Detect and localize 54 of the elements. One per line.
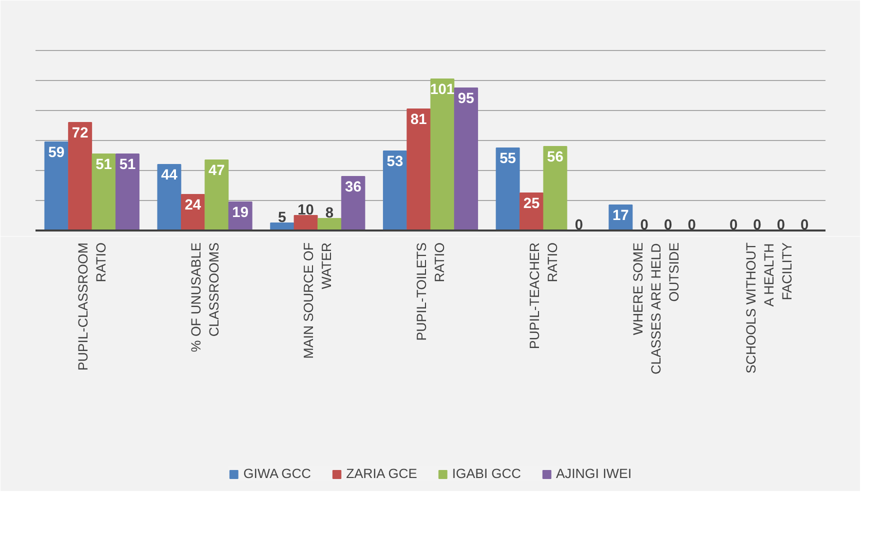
- data-label: 44: [161, 168, 178, 184]
- data-label: 0: [800, 218, 809, 234]
- data-label: 0: [688, 218, 696, 234]
- data-label: 72: [72, 126, 88, 142]
- data-label: 47: [208, 163, 225, 179]
- bar: [454, 88, 478, 230]
- bar: [430, 78, 454, 230]
- bar: [382, 150, 407, 230]
- data-label: 0: [574, 218, 583, 234]
- data-label: 19: [232, 205, 248, 221]
- data-label: 24: [184, 198, 202, 214]
- data-label: 36: [345, 180, 362, 196]
- data-label: 8: [325, 206, 334, 222]
- bar: [204, 160, 229, 230]
- data-label: 101: [430, 82, 455, 98]
- bar: [543, 146, 568, 230]
- legend-label: ZARIA GCE: [346, 466, 418, 481]
- data-label: 0: [776, 218, 785, 234]
- x-tick-label: PUPIL-TEACHER RATIO: [526, 242, 560, 350]
- bar: [341, 176, 366, 230]
- data-label: 0: [640, 218, 648, 234]
- bar: [496, 148, 520, 230]
- data-label: 0: [729, 218, 738, 234]
- legend-label: IGABI GCC: [452, 466, 522, 481]
- bar: [318, 218, 342, 230]
- data-label: 95: [458, 91, 474, 107]
- x-tick-label: % OF UNUSABLE CLASSROOMS: [188, 242, 222, 352]
- x-tick-label: SCHOOLS WITHOUT A HEALTH FACILITY: [744, 242, 795, 374]
- x-tick-label: WHERE SOME CLASSES ARE HELD OUTSIDE: [630, 242, 682, 374]
- bar: [406, 108, 431, 230]
- data-label: 59: [48, 145, 65, 161]
- data-label: 51: [119, 157, 136, 173]
- bar: [68, 122, 92, 230]
- data-label: 51: [96, 157, 112, 173]
- data-label: 25: [523, 196, 540, 212]
- legend-label: AJINGI IWEI: [556, 466, 632, 481]
- data-label: 0: [753, 218, 762, 234]
- x-tick-label: PUPIL-TOILETS RATIO: [414, 242, 447, 341]
- legend-label: GIWA GCC: [243, 466, 312, 481]
- data-label: 0: [664, 218, 672, 234]
- data-label: 10: [298, 202, 314, 218]
- data-label: 17: [612, 208, 629, 224]
- data-label: 55: [500, 151, 516, 167]
- data-label: 5: [278, 210, 286, 226]
- data-label: 81: [410, 112, 427, 128]
- bar: [157, 164, 182, 230]
- bar: [44, 142, 68, 230]
- data-label: 56: [547, 150, 564, 166]
- bar: [92, 154, 116, 230]
- data-label: 53: [386, 154, 404, 170]
- x-tick-label: PUPIL-CLASSROOM RATIO: [75, 242, 108, 371]
- bar: [294, 215, 318, 230]
- x-tick-label: MAIN SOURCE OF WATER: [301, 242, 334, 359]
- bar: [115, 154, 140, 230]
